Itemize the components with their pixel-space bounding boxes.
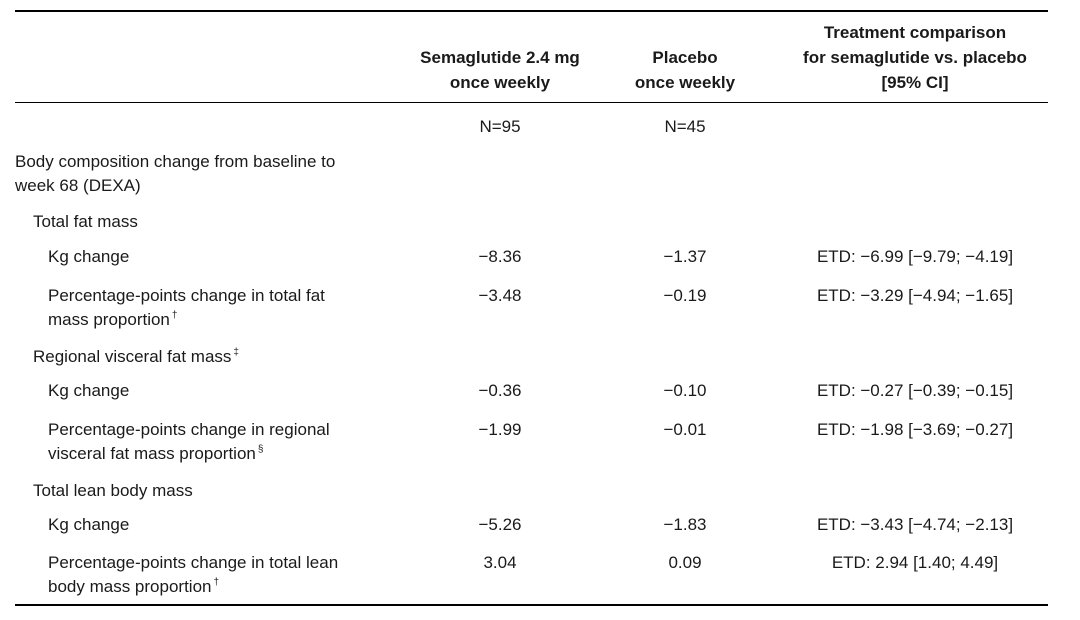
cell-etd: ETD: −3.43 [−4.74; −2.13]	[816, 515, 1014, 534]
cell-etd: ETD: −1.98 [−3.69; −0.27]	[816, 420, 1014, 439]
cell-etd: ETD: −0.27 [−0.39; −0.15]	[816, 381, 1014, 400]
cell-semaglutide: −3.48	[478, 286, 522, 305]
cell-placebo: 0.09	[668, 553, 702, 572]
footnote-mark: †	[213, 577, 220, 588]
row-label-line1: Percentage-points change in total fat	[48, 286, 325, 305]
row-label-line2: mass proportion †	[48, 310, 178, 329]
group-title-total-lean-body-mass: Total lean body mass	[33, 481, 193, 500]
cell-semaglutide: −0.36	[478, 381, 522, 400]
row-label: Kg change	[48, 381, 130, 400]
cell-semaglutide: −5.26	[478, 515, 522, 534]
cell-etd: ETD: −3.29 [−4.94; −1.65]	[816, 286, 1014, 305]
cell-semaglutide: −1.99	[478, 420, 522, 439]
row-label-line2: body mass proportion †	[48, 577, 220, 596]
n-semaglutide: N=95	[479, 117, 521, 136]
header-rule	[15, 102, 1048, 103]
footnote-mark: †	[171, 310, 178, 321]
header-placebo-line2: once weekly	[634, 73, 736, 92]
top-rule	[15, 10, 1048, 12]
footnote-mark: ‡	[233, 347, 239, 358]
cell-placebo: −0.10	[663, 381, 707, 400]
group-title-regional-visceral-fat-mass: Regional visceral fat mass ‡	[33, 347, 239, 366]
section-title-line2: week 68 (DEXA)	[15, 176, 141, 195]
header-semaglutide-line2: once weekly	[449, 73, 551, 92]
header-comparison-line3: [95% CI]	[881, 73, 949, 92]
group-title-total-fat-mass: Total fat mass	[33, 212, 138, 231]
bottom-rule	[15, 604, 1048, 606]
cell-placebo: −1.37	[663, 247, 707, 266]
section-title-line1: Body composition change from baseline to	[15, 152, 336, 171]
row-label: Kg change	[48, 515, 130, 534]
cell-etd: ETD: −6.99 [−9.79; −4.19]	[816, 247, 1014, 266]
cell-placebo: −0.01	[663, 420, 707, 439]
row-label-line1: Percentage-points change in regional	[48, 420, 330, 439]
header-comparison-line2: for semaglutide vs. placebo	[803, 48, 1027, 67]
cell-etd: ETD: 2.94 [1.40; 4.49]	[831, 553, 999, 572]
cell-placebo: −0.19	[663, 286, 707, 305]
row-label-line2: visceral fat mass proportion §	[48, 444, 264, 463]
footnote-mark: §	[257, 444, 264, 455]
row-label: Kg change	[48, 247, 130, 266]
header-semaglutide-line1: Semaglutide 2.4 mg	[420, 48, 580, 67]
cell-placebo: −1.83	[663, 515, 707, 534]
n-placebo: N=45	[664, 117, 706, 136]
cell-semaglutide: −8.36	[478, 247, 522, 266]
cell-semaglutide: 3.04	[483, 553, 517, 572]
row-label-line1: Percentage-points change in total lean	[48, 553, 339, 572]
header-comparison-line1: Treatment comparison	[823, 23, 1007, 42]
header-placebo-line1: Placebo	[652, 48, 718, 67]
